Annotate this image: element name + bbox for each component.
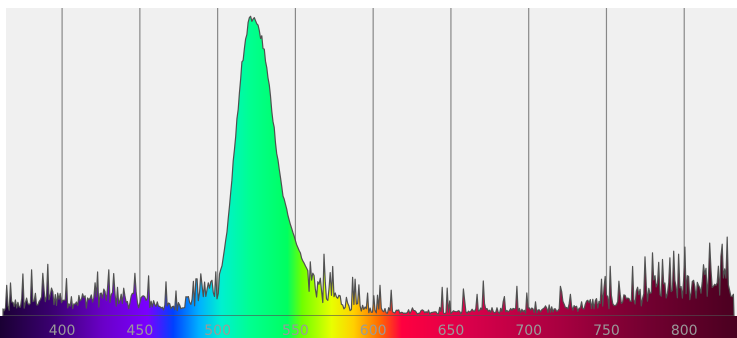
x-tick-label: 600 xyxy=(360,323,387,338)
x-tick-label: 500 xyxy=(204,323,231,338)
x-tick-label: 750 xyxy=(593,323,620,338)
spectrum-area xyxy=(2,15,735,317)
spectrum-color-bar xyxy=(0,316,737,338)
x-tick-label: 700 xyxy=(515,323,542,338)
x-tick-label: 650 xyxy=(438,323,465,338)
grid-lines xyxy=(61,8,685,316)
x-tick-label: 400 xyxy=(49,323,76,338)
x-tick-label: 550 xyxy=(282,323,309,338)
x-tick-label: 800 xyxy=(671,323,698,338)
plot-background xyxy=(6,8,737,316)
x-tick-labels: 400 450 500 550 600 650 700 750 800 xyxy=(49,323,698,338)
x-tick-label: 450 xyxy=(127,323,154,338)
